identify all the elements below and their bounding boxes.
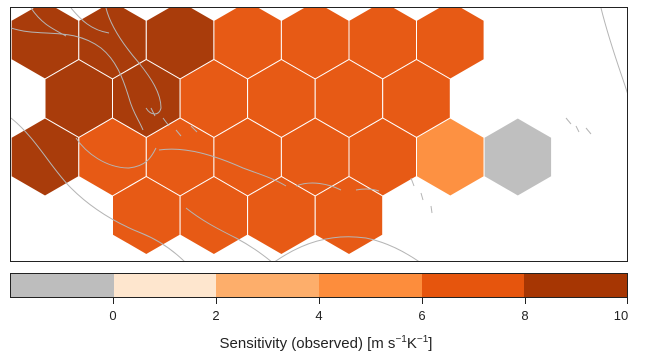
- coastline-puerto-rico: [355, 188, 380, 192]
- colorbar-bin-4-6: [319, 274, 422, 297]
- map-panel: [10, 7, 628, 262]
- coastline-central-america: [185, 207, 272, 261]
- hex-cells: [11, 8, 553, 256]
- coastline-bahamas: [150, 107, 198, 137]
- colorbar-tick-4: [319, 298, 320, 304]
- colorbar-title: Sensitivity (observed) [m s−1K−1]: [0, 334, 652, 352]
- hex-cell-r2-c7: [483, 117, 553, 197]
- hexbin-map: [11, 8, 627, 261]
- colorbar-bin-0-2: [113, 274, 217, 297]
- colorbar-tick-label-6: 6: [418, 308, 426, 323]
- colorbar-bin-2-4: [216, 274, 320, 297]
- colorbar-title-mid: K: [406, 335, 417, 352]
- coastline-great-lakes: [30, 8, 110, 37]
- coastline-south-america: [275, 236, 419, 261]
- colorbar-tick-label-2: 2: [212, 308, 220, 323]
- colorbar-tick-10: [627, 298, 628, 304]
- colorbar-tick-label-8: 8: [521, 308, 529, 323]
- colorbar-title-exp2: −1: [416, 334, 429, 345]
- coastline-florida: [105, 8, 162, 115]
- hex-cell-r3-c4: [314, 175, 384, 256]
- coastline-islands-east: [565, 117, 592, 135]
- colorbar-tick-8: [525, 298, 526, 304]
- colorbar-tick-0: [113, 298, 114, 304]
- colorbar-bin-nodata: [11, 274, 114, 297]
- colorbar-title-exp1: −1: [395, 334, 407, 345]
- coastline-hispaniola: [295, 182, 342, 191]
- coastlines: [11, 8, 627, 261]
- colorbar-tick-label-0: 0: [109, 308, 117, 323]
- colorbar-tick-label-4: 4: [315, 308, 323, 323]
- coastline-africa: [600, 8, 627, 94]
- coastline-west: [11, 117, 185, 261]
- coastline-antilles: [410, 177, 433, 214]
- colorbar-tick-6: [422, 298, 423, 304]
- colorbar: [10, 273, 628, 298]
- colorbar-bin-6-8: [421, 274, 525, 297]
- colorbar-title-main: Sensitivity (observed) [m s: [219, 335, 396, 352]
- colorbar-bin-8-10: [524, 274, 628, 297]
- colorbar-tick-2: [216, 298, 217, 304]
- coastline-gulf-north: [11, 27, 144, 131]
- coastline-yucatan: [75, 137, 157, 169]
- coastline-cuba: [158, 148, 287, 187]
- colorbar-tick-label-10: 10: [613, 308, 629, 323]
- colorbar-title-end: ]: [428, 335, 433, 352]
